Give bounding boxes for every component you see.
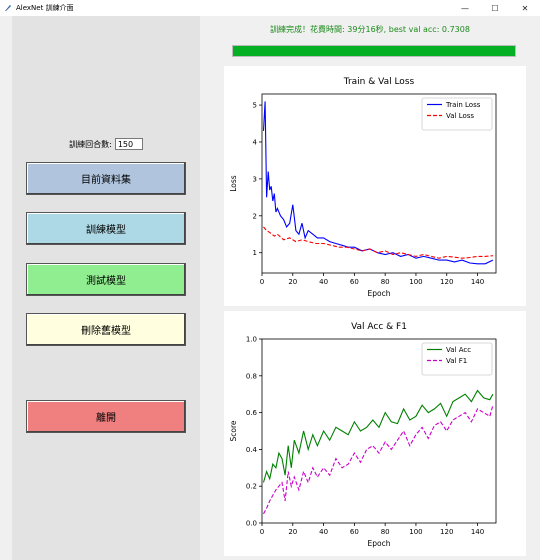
chart0-x-tick-label: 100 [409, 278, 422, 286]
delete-old-model-button[interactable]: 刪除舊模型 [26, 313, 186, 346]
chart1-y-tick-label: 0.2 [246, 483, 257, 491]
chart1-y-tick-label: 0.4 [246, 446, 258, 454]
training-progress-bar [232, 45, 516, 57]
train-model-button[interactable]: 訓練模型 [26, 212, 186, 245]
chart0-legend-label-0: Train Loss [445, 101, 481, 109]
chart0-legend-box [421, 97, 493, 131]
chart1-y-tick-label: 1.0 [246, 336, 257, 344]
chart0-series-0-line [262, 101, 494, 265]
chart0-y-axis-label: Loss [229, 175, 238, 192]
current-dataset-button[interactable]: 目前資料集 [26, 162, 186, 195]
chart0-x-axis-label: Epoch [368, 289, 391, 298]
window-titlebar: AlexNet 訓練介面 — ☐ ✕ [0, 0, 540, 16]
results-panel: 訓練完成！花費時間: 39分16秒, best val acc: 0.7308 … [200, 16, 540, 560]
app-feather-icon [4, 4, 12, 12]
chart0-x-tick-label: 20 [288, 278, 297, 286]
epochs-input[interactable] [114, 138, 143, 150]
chart1-y-tick-label: 0.0 [246, 520, 257, 528]
chart1-legend-box [421, 342, 493, 376]
chart1-x-tick-label: 80 [381, 528, 390, 536]
exit-button[interactable]: 離開 [26, 400, 186, 433]
test-model-button[interactable]: 測試模型 [26, 263, 186, 296]
chart1-y-tick-label: 0.8 [246, 372, 257, 380]
chart1-x-axis-label: Epoch [368, 539, 391, 548]
chart0-y-tick-label: 3 [253, 175, 257, 183]
chart0-x-tick-label: 60 [350, 278, 359, 286]
chart1-title: Val Acc & F1 [351, 322, 407, 332]
chart0-y-tick-label: 2 [253, 212, 257, 220]
chart0-x-tick-label: 120 [440, 278, 453, 286]
progress-fill [233, 46, 515, 56]
chart0-x-tick-label: 140 [471, 278, 484, 286]
epochs-label: 訓練回合數: [69, 139, 112, 149]
minimize-button[interactable]: — [461, 3, 469, 13]
chart0-title: Train & Val Loss [343, 77, 415, 87]
chart1-x-tick-label: 0 [260, 528, 264, 536]
chart1-x-tick-label: 60 [350, 528, 359, 536]
chart1-y-axis-label: Score [229, 420, 238, 441]
chart1-legend-label-1: Val F1 [446, 357, 467, 365]
score-chart: Val Acc & F1 0 20 40 60 80 100 120 140 0.0 0.2 0.4 0… [229, 322, 497, 548]
chart1-y-tick-label: 0.6 [246, 409, 258, 417]
score-chart-card: Val Acc & F1 0 20 40 60 80 100 120 140 0.0 0.2 0.4 0… [224, 311, 526, 556]
loss-chart: Train & Val Loss 0 20 40 60 80 100 120 140 1 2 3 4 5 E… [229, 77, 497, 298]
close-button[interactable]: ✕ [521, 3, 529, 13]
control-panel: 訓練回合數: 目前資料集 訓練模型 測試模型 刪除舊模型 離開 [12, 16, 200, 560]
chart0-x-tick-label: 0 [260, 278, 264, 286]
chart0-x-tick-label: 40 [319, 278, 328, 286]
chart1-series-0-line [262, 389, 494, 483]
chart0-x-tick-label: 80 [381, 278, 390, 286]
chart1-legend-label-0: Val Acc [446, 346, 471, 354]
chart0-y-tick-label: 4 [253, 138, 258, 146]
status-message: 訓練完成！花費時間: 39分16秒, best val acc: 0.7308 [270, 25, 470, 34]
chart1-plot-frame [261, 338, 497, 524]
loss-chart-card: Train & Val Loss 0 20 40 60 80 100 120 140 1 2 3 4 5 E… [224, 66, 526, 306]
chart1-x-tick-label: 40 [319, 528, 328, 536]
chart1-series-1-line [263, 405, 494, 515]
chart0-y-tick-label: 1 [253, 249, 257, 257]
chart1-x-tick-label: 20 [288, 528, 297, 536]
chart1-x-tick-label: 100 [409, 528, 422, 536]
app-window: 訓練回合數: 目前資料集 訓練模型 測試模型 刪除舊模型 離開 訓練完成！花費時… [0, 16, 540, 560]
window-title: AlexNet 訓練介面 [16, 4, 74, 12]
maximize-button[interactable]: ☐ [491, 3, 499, 13]
chart1-x-tick-label: 120 [440, 528, 453, 536]
epochs-row: 訓練回合數: [12, 138, 200, 150]
chart0-y-tick-label: 5 [253, 102, 257, 110]
chart1-x-tick-label: 140 [471, 528, 484, 536]
chart0-plot-frame [261, 93, 497, 274]
chart0-series-1-line [263, 226, 493, 259]
chart0-legend-label-1: Val Loss [446, 112, 474, 120]
